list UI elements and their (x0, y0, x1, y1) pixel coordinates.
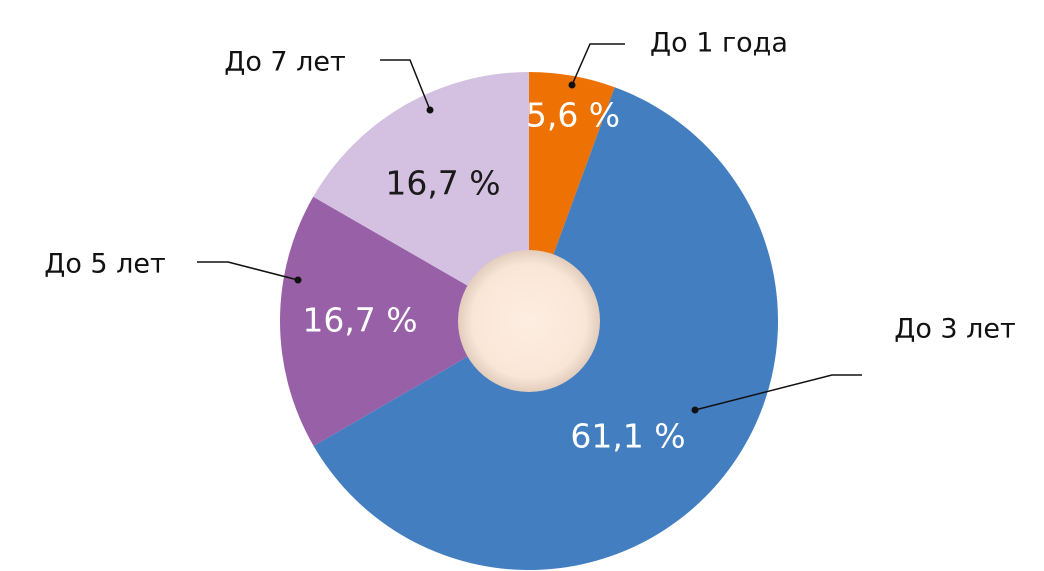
leader-dot (691, 406, 699, 414)
value-label: 5,6 % (526, 96, 620, 135)
category-label: До 1 года (650, 28, 788, 59)
leader-line (197, 261, 299, 281)
leader-dot (294, 276, 302, 284)
labels: 5,6 % До 1 года 61,1 % До 3 лет 16,7 % До 5 л… (44, 28, 1016, 456)
slice (313, 71, 529, 322)
value-label: 16,7 % (302, 301, 417, 340)
category-label: До 7 лет (224, 47, 346, 78)
category-label: До 5 лет (44, 249, 166, 280)
leader-dot (568, 81, 576, 89)
leader-line (694, 374, 862, 411)
donut-hole (458, 250, 600, 392)
category-label: До 3 лет (894, 314, 1016, 345)
leader-line (380, 59, 431, 111)
slice (279, 196, 529, 446)
value-label: 61,1 % (570, 417, 685, 456)
value-label: 16,7 % (385, 164, 500, 203)
leader-dot (426, 106, 434, 114)
leader-line (571, 43, 625, 86)
